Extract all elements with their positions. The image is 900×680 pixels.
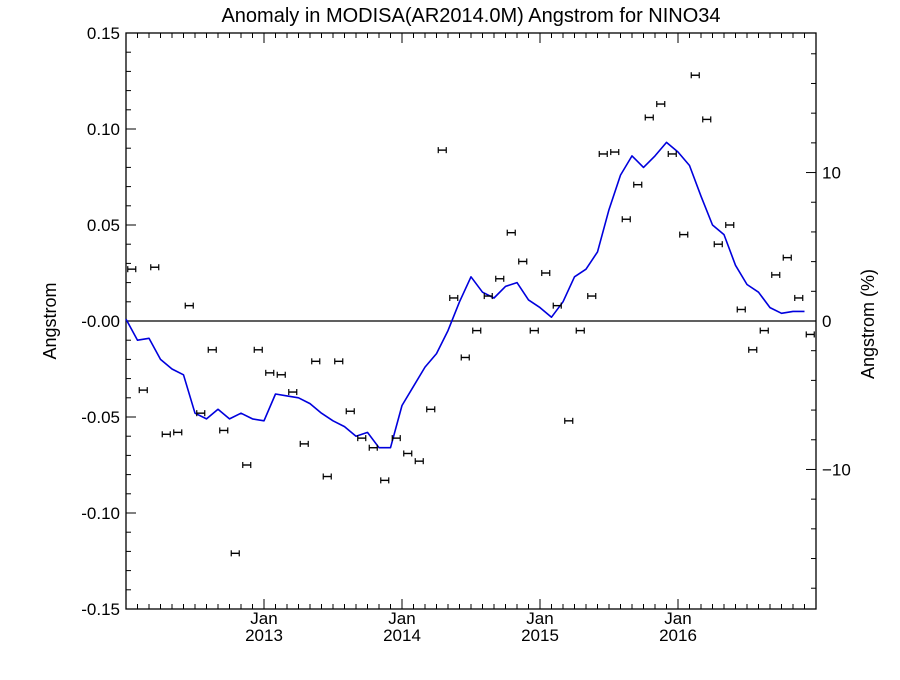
data-point bbox=[127, 266, 137, 273]
y-tick-label: 0.05 bbox=[87, 216, 120, 235]
data-point bbox=[518, 258, 528, 265]
x-tick-label-year: 2015 bbox=[521, 626, 559, 645]
data-point bbox=[414, 458, 424, 465]
data-point bbox=[426, 406, 436, 413]
data-point bbox=[207, 346, 217, 353]
data-point bbox=[322, 473, 332, 480]
data-point bbox=[391, 435, 401, 442]
data-point bbox=[506, 229, 516, 236]
y-tick-label: -0.05 bbox=[81, 408, 120, 427]
data-point bbox=[483, 293, 493, 300]
data-point bbox=[702, 116, 712, 123]
data-point bbox=[771, 271, 781, 278]
x-tick-label-month: Jan bbox=[250, 609, 277, 628]
data-point bbox=[633, 181, 643, 188]
data-point bbox=[161, 431, 171, 438]
data-point bbox=[253, 346, 263, 353]
data-point bbox=[713, 241, 723, 248]
data-point bbox=[345, 408, 355, 415]
data-point bbox=[368, 444, 378, 451]
data-point bbox=[219, 427, 229, 434]
y-right-axis-label: Angstrom (%) bbox=[858, 269, 878, 379]
data-point bbox=[587, 293, 597, 300]
data-point bbox=[472, 327, 482, 334]
data-point bbox=[794, 294, 804, 301]
data-point bbox=[449, 294, 459, 301]
x-tick-label-month: Jan bbox=[526, 609, 553, 628]
data-point bbox=[403, 450, 413, 457]
x-tick-label-year: 2016 bbox=[659, 626, 697, 645]
x-tick-label-month: Jan bbox=[388, 609, 415, 628]
data-point bbox=[610, 149, 620, 156]
series-line bbox=[125, 141, 805, 449]
data-point bbox=[656, 101, 666, 108]
data-point bbox=[437, 147, 447, 154]
data-point bbox=[196, 410, 206, 417]
data-point bbox=[288, 389, 298, 396]
y-axis-label: Angstrom bbox=[40, 282, 60, 359]
data-point bbox=[575, 327, 585, 334]
data-point bbox=[334, 358, 344, 365]
data-point bbox=[748, 346, 758, 353]
data-point bbox=[529, 327, 539, 334]
data-point bbox=[541, 269, 551, 277]
data-point bbox=[725, 221, 735, 229]
data-point bbox=[380, 477, 390, 484]
data-point bbox=[805, 331, 815, 338]
data-point bbox=[311, 358, 321, 365]
data-point bbox=[173, 429, 183, 436]
y-tick-label: 0.10 bbox=[87, 120, 120, 139]
data-point bbox=[299, 440, 309, 447]
data-point bbox=[460, 354, 470, 361]
data-point bbox=[276, 371, 286, 378]
y-right-tick-label: −10 bbox=[822, 460, 851, 479]
data-point bbox=[782, 254, 792, 261]
data-point bbox=[679, 231, 689, 238]
data-point bbox=[644, 114, 654, 121]
data-point bbox=[598, 150, 608, 157]
chart-title: Anomaly in MODISA(AR2014.0M) Angstrom fo… bbox=[221, 5, 720, 27]
y-tick-label: -0.00 bbox=[81, 312, 120, 331]
y-tick-label: -0.15 bbox=[81, 600, 120, 619]
y-tick-label: 0.15 bbox=[87, 24, 120, 43]
y-right-tick-label: 0 bbox=[822, 312, 831, 331]
plot-area: 0.15 0.10 0.05 -0.00 -0.05 -0.10 -0.15 10 0 −10 Ja… bbox=[81, 24, 851, 645]
data-point bbox=[552, 302, 562, 309]
x-tick-label-year: 2013 bbox=[245, 626, 283, 645]
data-point bbox=[736, 306, 746, 313]
data-point bbox=[138, 387, 148, 394]
data-point bbox=[184, 302, 194, 309]
data-point bbox=[150, 264, 160, 271]
y-tick-label: -0.10 bbox=[81, 504, 120, 523]
data-point bbox=[230, 550, 240, 557]
data-point bbox=[265, 369, 275, 376]
data-point bbox=[242, 461, 252, 469]
y-right-tick-label: 10 bbox=[822, 164, 841, 183]
data-point bbox=[357, 435, 367, 442]
x-tick-label-year: 2014 bbox=[383, 626, 421, 645]
data-point bbox=[621, 216, 631, 223]
data-point bbox=[667, 150, 677, 157]
data-point bbox=[690, 72, 700, 79]
data-point bbox=[495, 275, 505, 282]
data-point bbox=[564, 417, 574, 424]
data-point bbox=[759, 327, 769, 334]
x-tick-label-month: Jan bbox=[664, 609, 691, 628]
